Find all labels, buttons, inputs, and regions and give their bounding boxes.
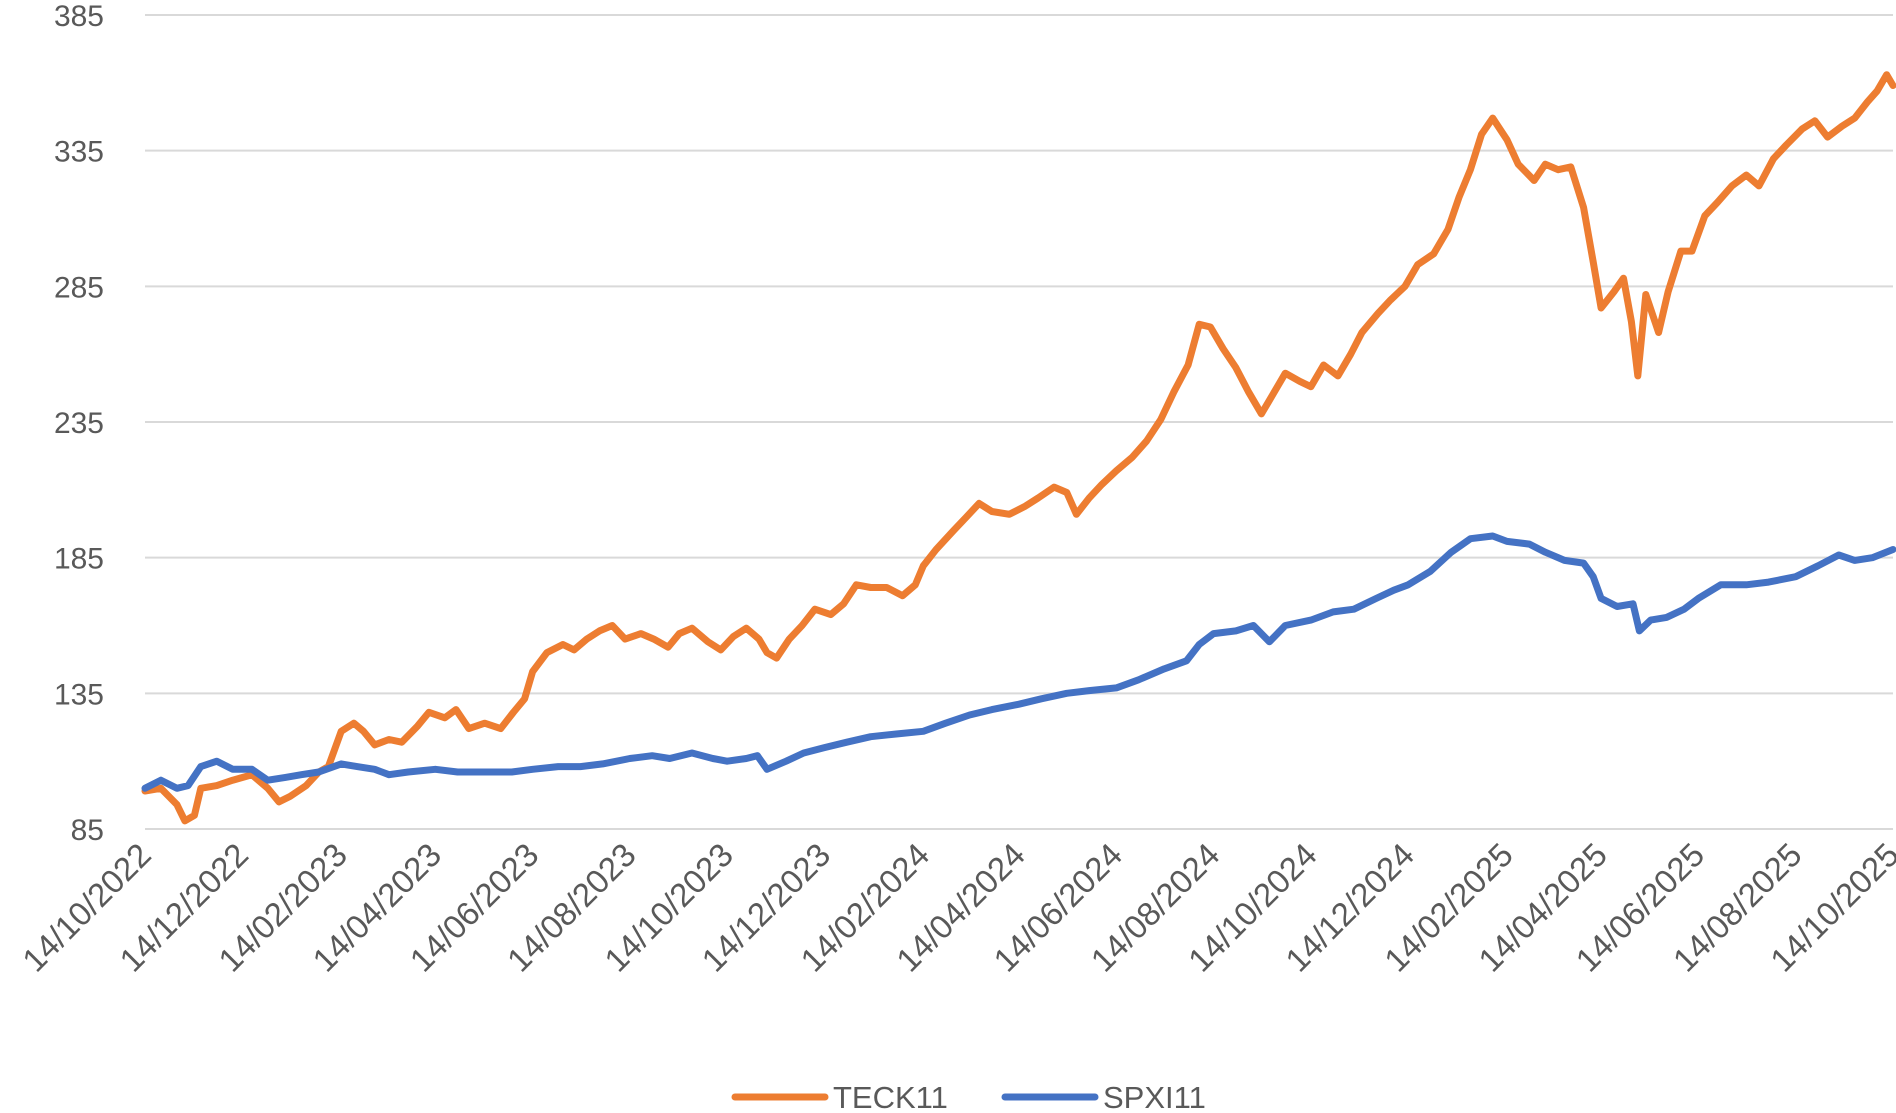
legend-item-teck11[interactable]: TECK11: [731, 1080, 948, 1113]
y-tick-label: 335: [54, 136, 104, 169]
y-tick-label: 385: [54, 0, 104, 33]
y-tick-label: 135: [54, 678, 104, 711]
y-tick-label: 285: [54, 271, 104, 304]
legend-label: TECK11: [833, 1080, 948, 1113]
y-tick-label: 85: [71, 814, 104, 847]
series-line-spxi11: [141, 532, 1896, 792]
gridlines: [145, 14, 1893, 830]
x-axis-ticks: 14/10/202214/12/202214/02/202314/04/2023…: [15, 836, 1896, 979]
series-lines: [141, 71, 1896, 825]
y-tick-label: 185: [54, 543, 104, 576]
y-axis-ticks: 85 135 185 235 285 335 385: [54, 0, 104, 847]
series-line-teck11: [141, 71, 1896, 825]
legend[interactable]: TECK11 SPXI11: [731, 1080, 1206, 1113]
y-tick-label: 235: [54, 407, 104, 440]
legend-label: SPXI11: [1103, 1080, 1206, 1113]
legend-item-spxi11[interactable]: SPXI11: [1001, 1080, 1206, 1113]
